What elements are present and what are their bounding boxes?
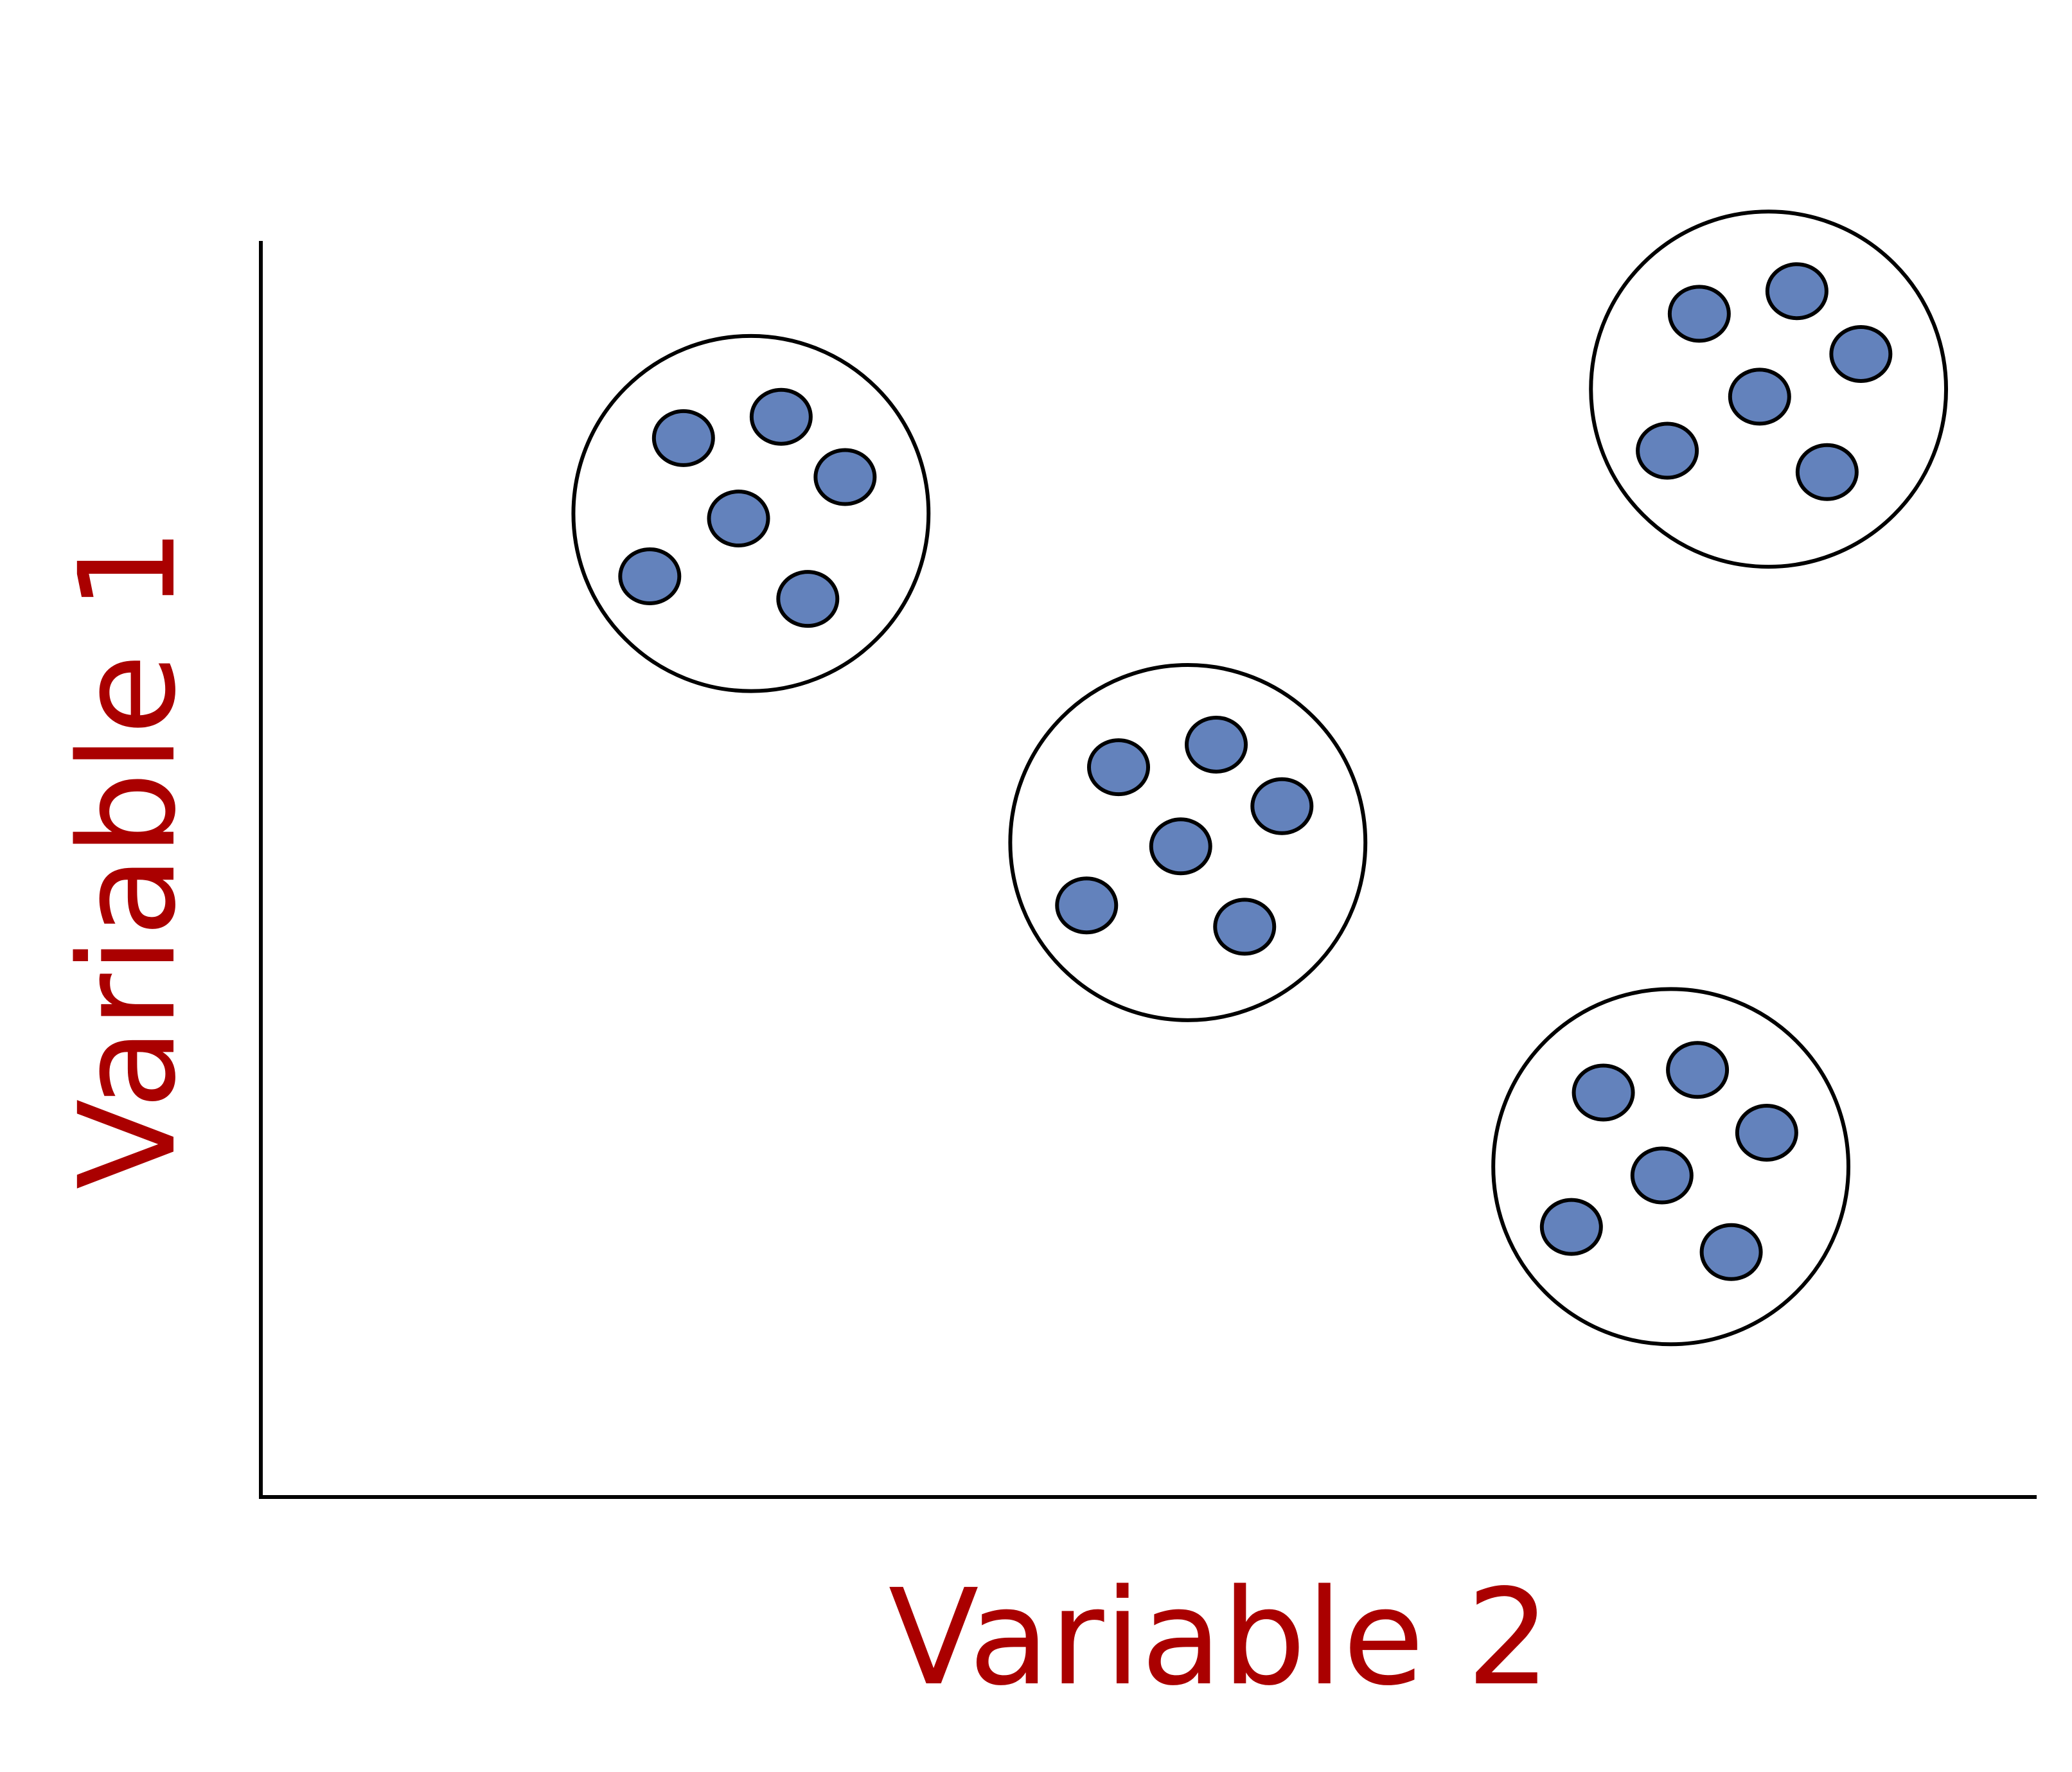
cluster-boundary-circle: [571, 333, 931, 693]
data-point: [1539, 1198, 1603, 1256]
data-point: [1795, 443, 1859, 501]
cluster-boundary-circle: [1491, 987, 1851, 1347]
data-point: [1765, 262, 1828, 321]
data-point: [749, 387, 813, 446]
data-point: [776, 570, 840, 628]
cluster-4: [1491, 987, 1851, 1347]
data-point: [1735, 1104, 1798, 1162]
data-point: [1667, 285, 1731, 343]
data-point: [1572, 1063, 1635, 1122]
cluster-3: [1589, 209, 1949, 569]
data-point: [1149, 817, 1212, 876]
cluster-2: [1008, 663, 1368, 1022]
cluster-boundary-circle: [1589, 209, 1949, 569]
data-point: [1829, 324, 1893, 383]
data-point: [1699, 1223, 1763, 1281]
data-point: [1636, 421, 1699, 480]
data-point: [1055, 876, 1119, 935]
data-point: [813, 448, 877, 506]
data-point: [1728, 368, 1791, 426]
y-axis-label: Variable 1: [51, 527, 205, 1190]
data-point: [1630, 1146, 1694, 1205]
data-point: [1213, 898, 1277, 956]
data-point: [618, 547, 682, 605]
data-point: [1185, 715, 1248, 774]
cluster-1: [571, 333, 931, 693]
cluster-boundary-circle: [1008, 663, 1368, 1022]
data-point: [1087, 738, 1151, 797]
data-point: [1250, 777, 1314, 835]
data-point: [651, 409, 715, 467]
data-point: [707, 490, 770, 548]
data-point: [1666, 1041, 1730, 1099]
x-axis-label: Variable 2: [889, 1561, 1551, 1715]
plot-area: [571, 209, 1949, 1347]
